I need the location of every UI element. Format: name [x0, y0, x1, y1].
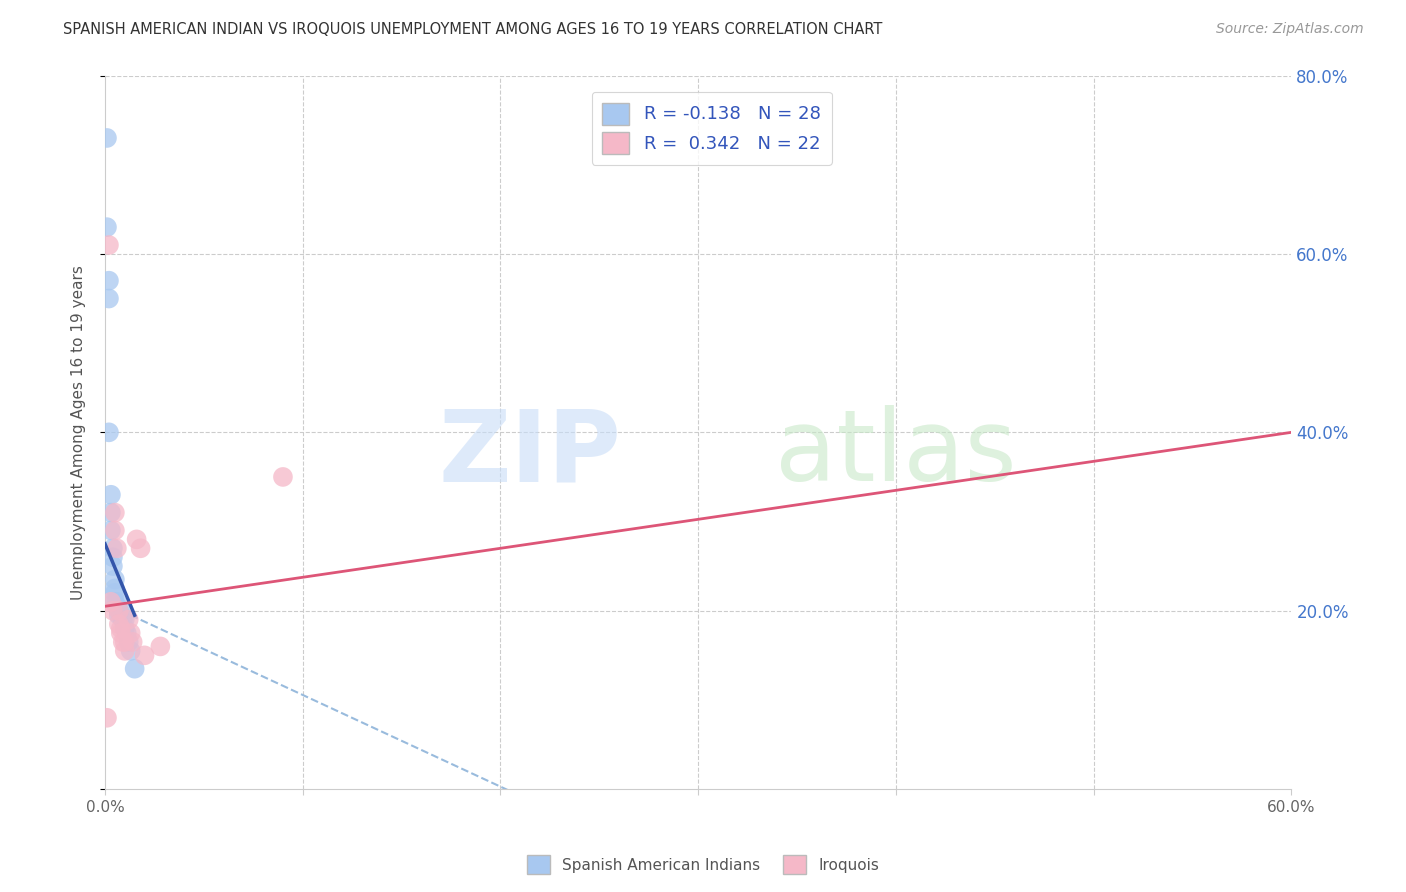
- Point: [96, 131, 118, 145]
- Point: [105, 599, 128, 614]
- Point: [120, 626, 142, 640]
- Point: [149, 640, 172, 654]
- Point: [114, 613, 136, 627]
- Point: [111, 613, 134, 627]
- Point: [101, 541, 124, 556]
- Point: [114, 635, 136, 649]
- Point: [110, 604, 132, 618]
- Text: Source: ZipAtlas.com: Source: ZipAtlas.com: [1216, 22, 1364, 37]
- Point: [118, 635, 141, 649]
- Point: [96, 711, 118, 725]
- Point: [97, 274, 120, 288]
- Point: [114, 644, 136, 658]
- Point: [125, 533, 148, 547]
- Point: [114, 622, 136, 636]
- Point: [97, 238, 120, 252]
- Point: [96, 220, 118, 235]
- Point: [104, 524, 127, 538]
- Point: [104, 573, 127, 587]
- Text: atlas: atlas: [775, 405, 1017, 502]
- Point: [108, 608, 131, 623]
- Point: [271, 470, 294, 484]
- Point: [100, 524, 122, 538]
- Point: [100, 488, 122, 502]
- Point: [110, 608, 132, 623]
- Point: [121, 635, 143, 649]
- Point: [105, 541, 128, 556]
- Point: [115, 626, 138, 640]
- Y-axis label: Unemployment Among Ages 16 to 19 years: Unemployment Among Ages 16 to 19 years: [72, 265, 86, 599]
- Point: [108, 604, 131, 618]
- Point: [101, 559, 124, 574]
- Point: [97, 292, 120, 306]
- Legend: R = -0.138   N = 28, R =  0.342   N = 22: R = -0.138 N = 28, R = 0.342 N = 22: [592, 92, 831, 165]
- Point: [104, 582, 127, 596]
- Text: ZIP: ZIP: [439, 405, 621, 502]
- Legend: Spanish American Indians, Iroquois: Spanish American Indians, Iroquois: [520, 849, 886, 880]
- Point: [129, 541, 152, 556]
- Point: [110, 622, 132, 636]
- Point: [120, 644, 142, 658]
- Point: [101, 550, 124, 565]
- Point: [104, 506, 127, 520]
- Point: [108, 604, 131, 618]
- Text: SPANISH AMERICAN INDIAN VS IROQUOIS UNEMPLOYMENT AMONG AGES 16 TO 19 YEARS CORRE: SPANISH AMERICAN INDIAN VS IROQUOIS UNEM…: [63, 22, 883, 37]
- Point: [118, 613, 141, 627]
- Point: [108, 617, 131, 632]
- Point: [124, 662, 146, 676]
- Point: [105, 595, 128, 609]
- Point: [100, 595, 122, 609]
- Point: [111, 635, 134, 649]
- Point: [101, 604, 124, 618]
- Point: [104, 586, 127, 600]
- Point: [110, 626, 132, 640]
- Point: [104, 595, 127, 609]
- Point: [97, 425, 120, 440]
- Point: [134, 648, 156, 663]
- Point: [100, 506, 122, 520]
